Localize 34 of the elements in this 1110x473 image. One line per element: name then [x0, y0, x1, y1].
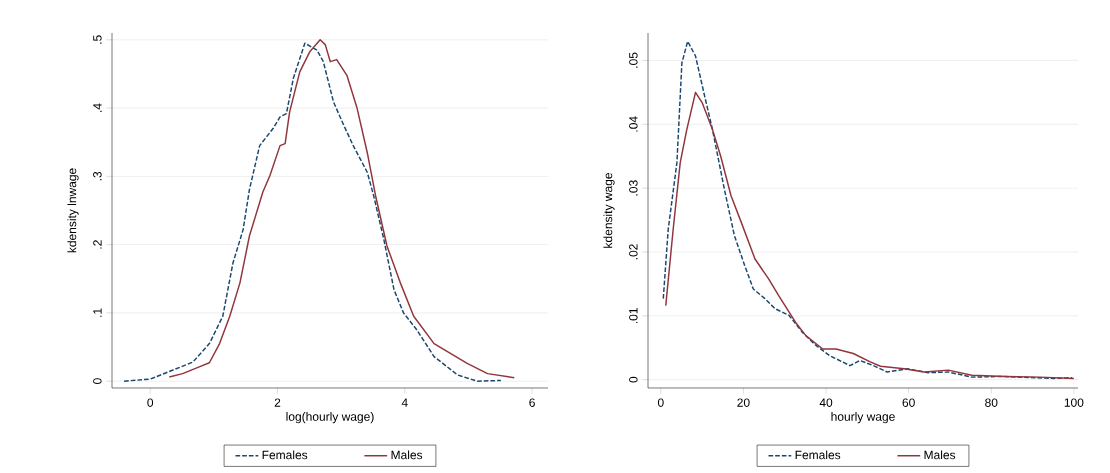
y-tick-label: .2: [93, 240, 102, 249]
line-series: [665, 91, 1075, 380]
y-tick-label: .04: [629, 116, 638, 132]
x-tick-label: 40: [819, 398, 833, 407]
y-tick-label: 0: [93, 378, 102, 385]
x-tick-label: 0: [657, 398, 664, 407]
x-tick-label: 2: [274, 398, 281, 407]
legend-label: Males: [391, 450, 423, 460]
x-tick-label: 0: [147, 398, 154, 407]
x-tick-label: 100: [1064, 398, 1084, 407]
line-series: [662, 40, 1073, 380]
y-tick-label: .01: [629, 308, 638, 324]
y-axis-title: kdensity wage: [603, 173, 615, 248]
y-tick-label: .1: [93, 308, 102, 317]
x-tick-label: 4: [401, 398, 408, 407]
legend-label: Females: [795, 450, 841, 460]
legend-label: Males: [924, 450, 956, 460]
x-tick-label: 6: [529, 398, 535, 407]
y-tick-label: .05: [629, 52, 638, 68]
x-tick-label: 80: [985, 398, 998, 407]
x-axis-title: hourly wage: [831, 412, 895, 424]
x-tick-label: 20: [737, 398, 750, 407]
y-tick-label: .02: [629, 244, 638, 260]
y-axis-title: kdensity lnwage: [67, 168, 79, 253]
legend-label: Females: [262, 450, 308, 460]
y-tick-label: .4: [93, 103, 102, 113]
x-axis-title: log(hourly wage): [286, 412, 374, 424]
y-tick-label: .3: [93, 171, 102, 181]
y-tick-label: .03: [629, 180, 638, 196]
y-tick-label: 0: [629, 376, 638, 383]
y-tick-label: .5: [93, 35, 102, 44]
x-tick-label: 60: [902, 398, 915, 407]
line-series: [123, 42, 502, 382]
line-series: [168, 39, 516, 379]
